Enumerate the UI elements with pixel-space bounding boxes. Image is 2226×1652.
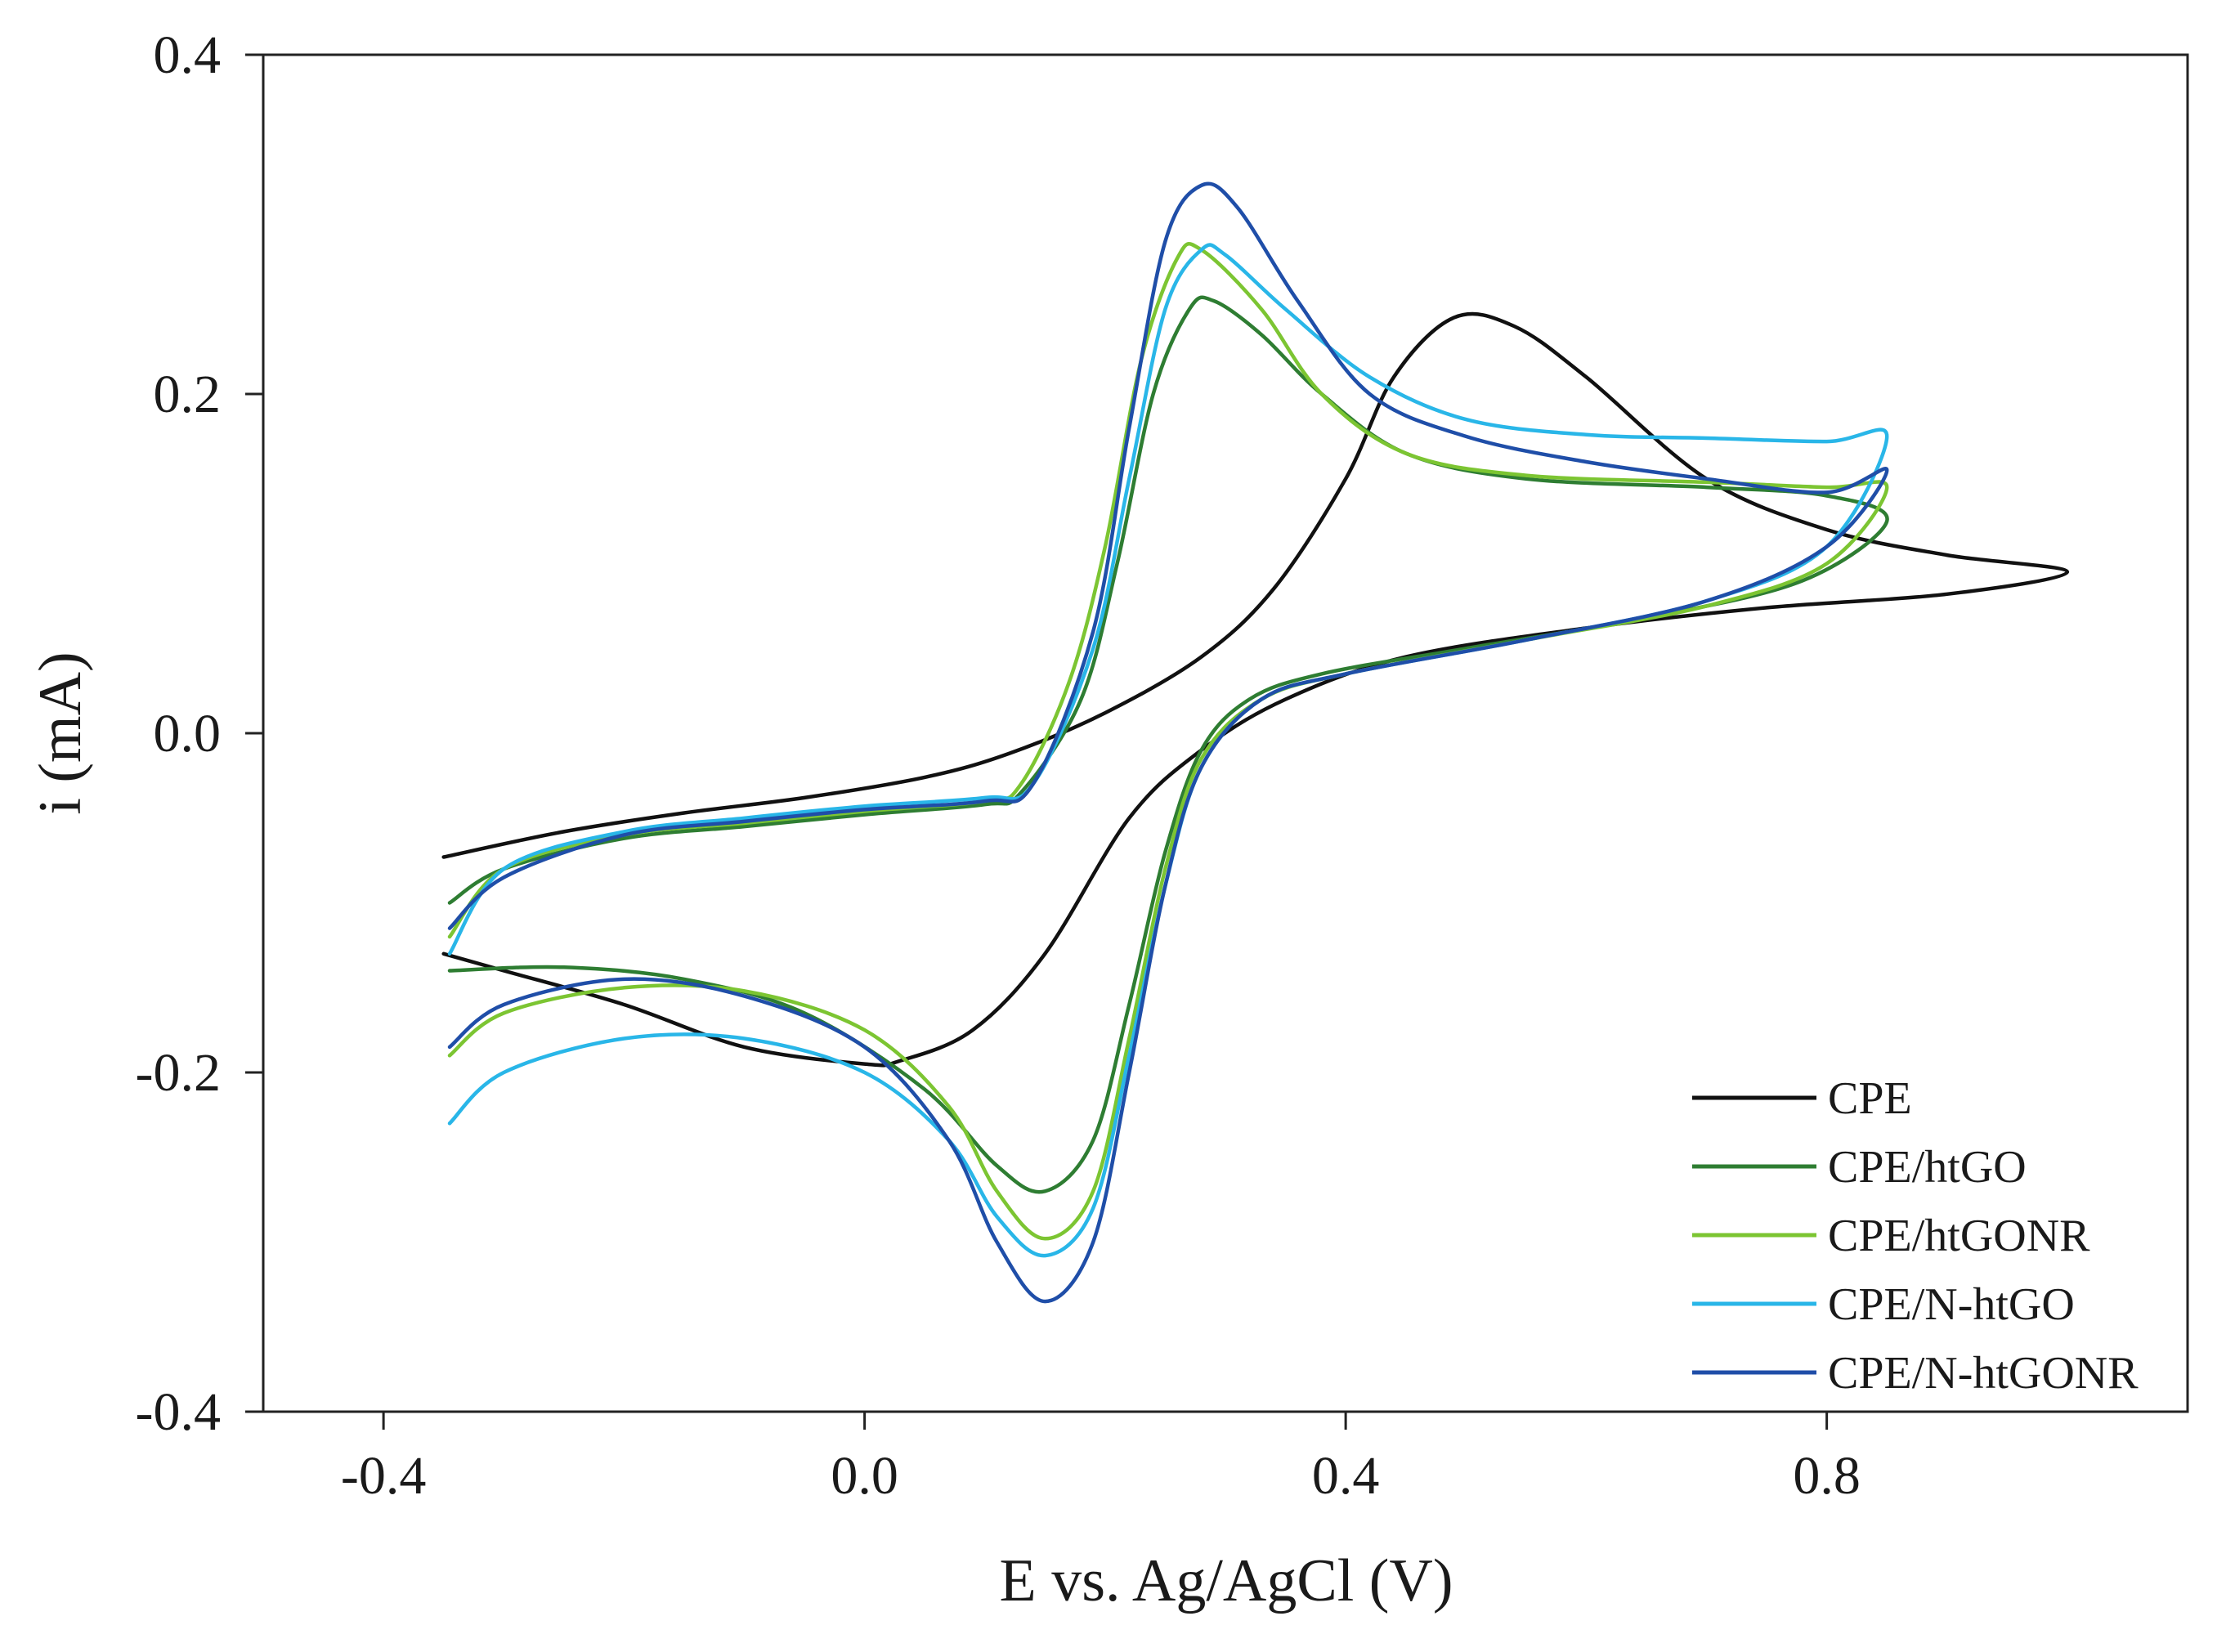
x-axis-ticks: -0.4 0.0 0.4 0.8	[341, 1412, 1861, 1506]
series-line-cpe-n-htgo	[447, 243, 1889, 1258]
x-axis-title: E vs. Ag/AgCl (V)	[1000, 1547, 1453, 1614]
legend-label-cpe: CPE	[1828, 1073, 1912, 1124]
legend-label-cpe-htgonr: CPE/htGONR	[1828, 1211, 2090, 1261]
y-tick-label: -0.4	[136, 1382, 221, 1442]
series-layer	[441, 181, 2070, 1304]
series-line-cpe-n-htgonr	[447, 181, 1889, 1304]
x-tick-label: 0.8	[1793, 1446, 1861, 1506]
x-tick-label: -0.4	[341, 1446, 426, 1506]
x-tick-label: 0.0	[831, 1446, 898, 1506]
series-line-cpe-htgo	[447, 295, 1889, 1194]
y-tick-label: -0.2	[136, 1043, 221, 1103]
y-axis-ticks: -0.4 -0.2 0.0 0.2 0.4	[136, 25, 263, 1442]
series-line-cpe	[441, 311, 2070, 1068]
y-tick-label: 0.2	[154, 365, 222, 424]
y-tick-label: 0.4	[154, 25, 222, 85]
series-line-cpe-htgonr	[447, 242, 1889, 1241]
legend-label-cpe-n-htgo: CPE/N-htGO	[1828, 1279, 2075, 1330]
legend-label-cpe-n-htgonr: CPE/N-htGONR	[1828, 1348, 2139, 1399]
y-axis-title: i (mA)	[27, 651, 94, 814]
legend: CPE CPE/htGO CPE/htGONR CPE/N-htGO CPE/N-htG…	[1692, 1073, 2139, 1399]
legend-label-cpe-htgo: CPE/htGO	[1828, 1142, 2027, 1193]
x-tick-label: 0.4	[1312, 1446, 1380, 1506]
y-tick-label: 0.0	[154, 704, 222, 763]
